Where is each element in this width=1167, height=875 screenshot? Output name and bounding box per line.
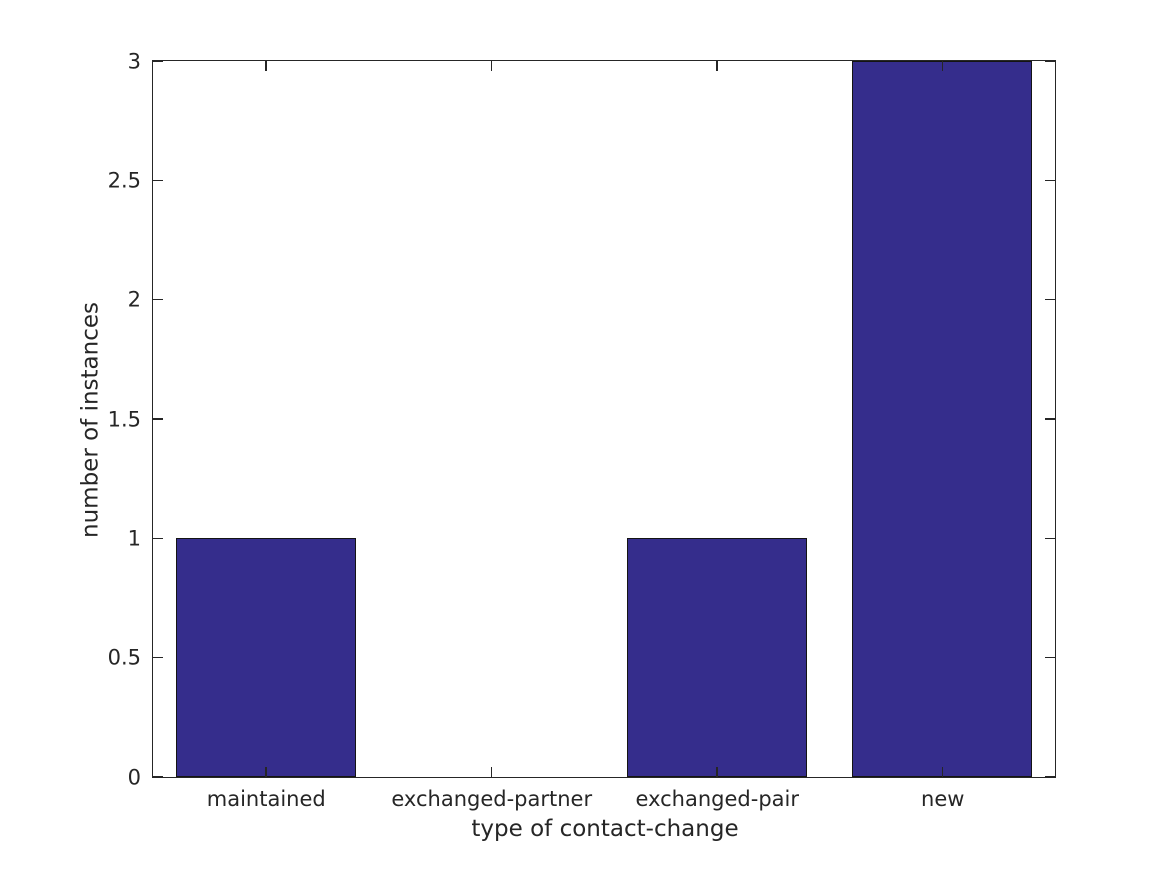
- x-tick-top: [941, 61, 943, 71]
- x-tick-label-exchanged-partner: exchanged-partner: [391, 787, 593, 811]
- y-tick-right: [1045, 656, 1055, 659]
- x-tick-bottom: [490, 767, 492, 777]
- bar-maintained: [175, 538, 356, 777]
- y-tick-left: [153, 418, 163, 420]
- x-tick-bottom: [716, 767, 718, 777]
- y-tick-left: [153, 776, 163, 778]
- y-tick-label: 0.5: [107, 645, 141, 670]
- y-tick-right: [1045, 776, 1055, 778]
- x-axis-label: type of contact-change: [471, 816, 739, 842]
- bar-new: [852, 61, 1033, 777]
- plot-area: [152, 60, 1056, 778]
- x-tick-bottom: [265, 767, 267, 777]
- x-tick-top: [265, 61, 267, 71]
- y-tick-left: [153, 298, 163, 301]
- y-tick-label: 2: [127, 287, 141, 312]
- y-tick-right: [1045, 298, 1055, 301]
- bar-exchanged-pair: [626, 538, 807, 777]
- y-tick-right: [1045, 60, 1055, 62]
- y-tick-right: [1045, 537, 1055, 540]
- x-tick-top: [490, 61, 492, 71]
- y-tick-right: [1045, 418, 1055, 420]
- y-tick-label: 0: [127, 765, 141, 789]
- x-tick-label-exchanged-pair: exchanged-pair: [635, 787, 799, 811]
- y-tick-left: [153, 60, 163, 62]
- y-tick-right: [1045, 179, 1055, 182]
- x-tick-label-maintained: maintained: [206, 787, 326, 811]
- y-tick-left: [153, 656, 163, 659]
- x-tick-top: [716, 61, 718, 71]
- y-tick-label: 1: [127, 526, 141, 551]
- y-tick-label: 2.5: [107, 168, 141, 193]
- x-tick-label-new: new: [921, 787, 965, 811]
- x-tick-bottom: [941, 767, 943, 777]
- y-tick-left: [153, 537, 163, 540]
- y-tick-left: [153, 179, 163, 182]
- y-tick-label: 1.5: [107, 407, 141, 431]
- y-tick-label: 3: [127, 49, 141, 73]
